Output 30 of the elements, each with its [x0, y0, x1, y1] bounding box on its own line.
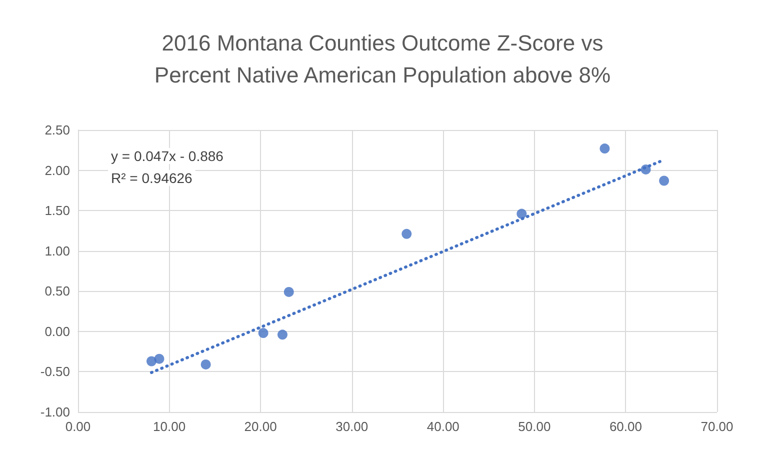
y-tick-label: -1.00: [40, 404, 70, 420]
point: [258, 328, 268, 338]
x-tick-label: 0.00: [65, 419, 91, 434]
point: [402, 228, 412, 239]
point: [516, 208, 527, 219]
point: [640, 164, 651, 174]
point: [659, 176, 670, 186]
y-tick-label: 1.00: [44, 243, 70, 258]
point: [146, 356, 156, 366]
y-tick-label: 0.50: [44, 284, 70, 299]
x-tick-label: 50.00: [518, 419, 551, 434]
chart-title: 2016 Montana Counties Outcome Z-Score vs Percent Native American Population above 8%: [154, 30, 611, 88]
y-tick-label: 2.00: [44, 162, 70, 178]
point: [200, 359, 211, 370]
x-tick-label: 20.00: [244, 419, 277, 434]
point: [154, 354, 164, 364]
y-tick-label: 2.50: [44, 122, 70, 138]
point: [277, 330, 288, 340]
x-tick-label: 60.00: [609, 419, 642, 434]
x-tick-label: 10.00: [153, 419, 186, 434]
y-tick-label: 1.50: [44, 203, 70, 218]
x-tick-label: 30.00: [336, 419, 368, 434]
x-tick-label: 70.00: [700, 419, 734, 434]
y-tick-label: -0.50: [40, 364, 70, 380]
annotation: y = 0.047x - 0.886: [111, 148, 224, 164]
y-tick-label: 0.00: [44, 324, 70, 339]
point: [284, 286, 294, 297]
annotation: R² = 0.94626: [111, 170, 193, 186]
point: [600, 144, 610, 154]
x-tick-label: 40.00: [426, 419, 460, 434]
